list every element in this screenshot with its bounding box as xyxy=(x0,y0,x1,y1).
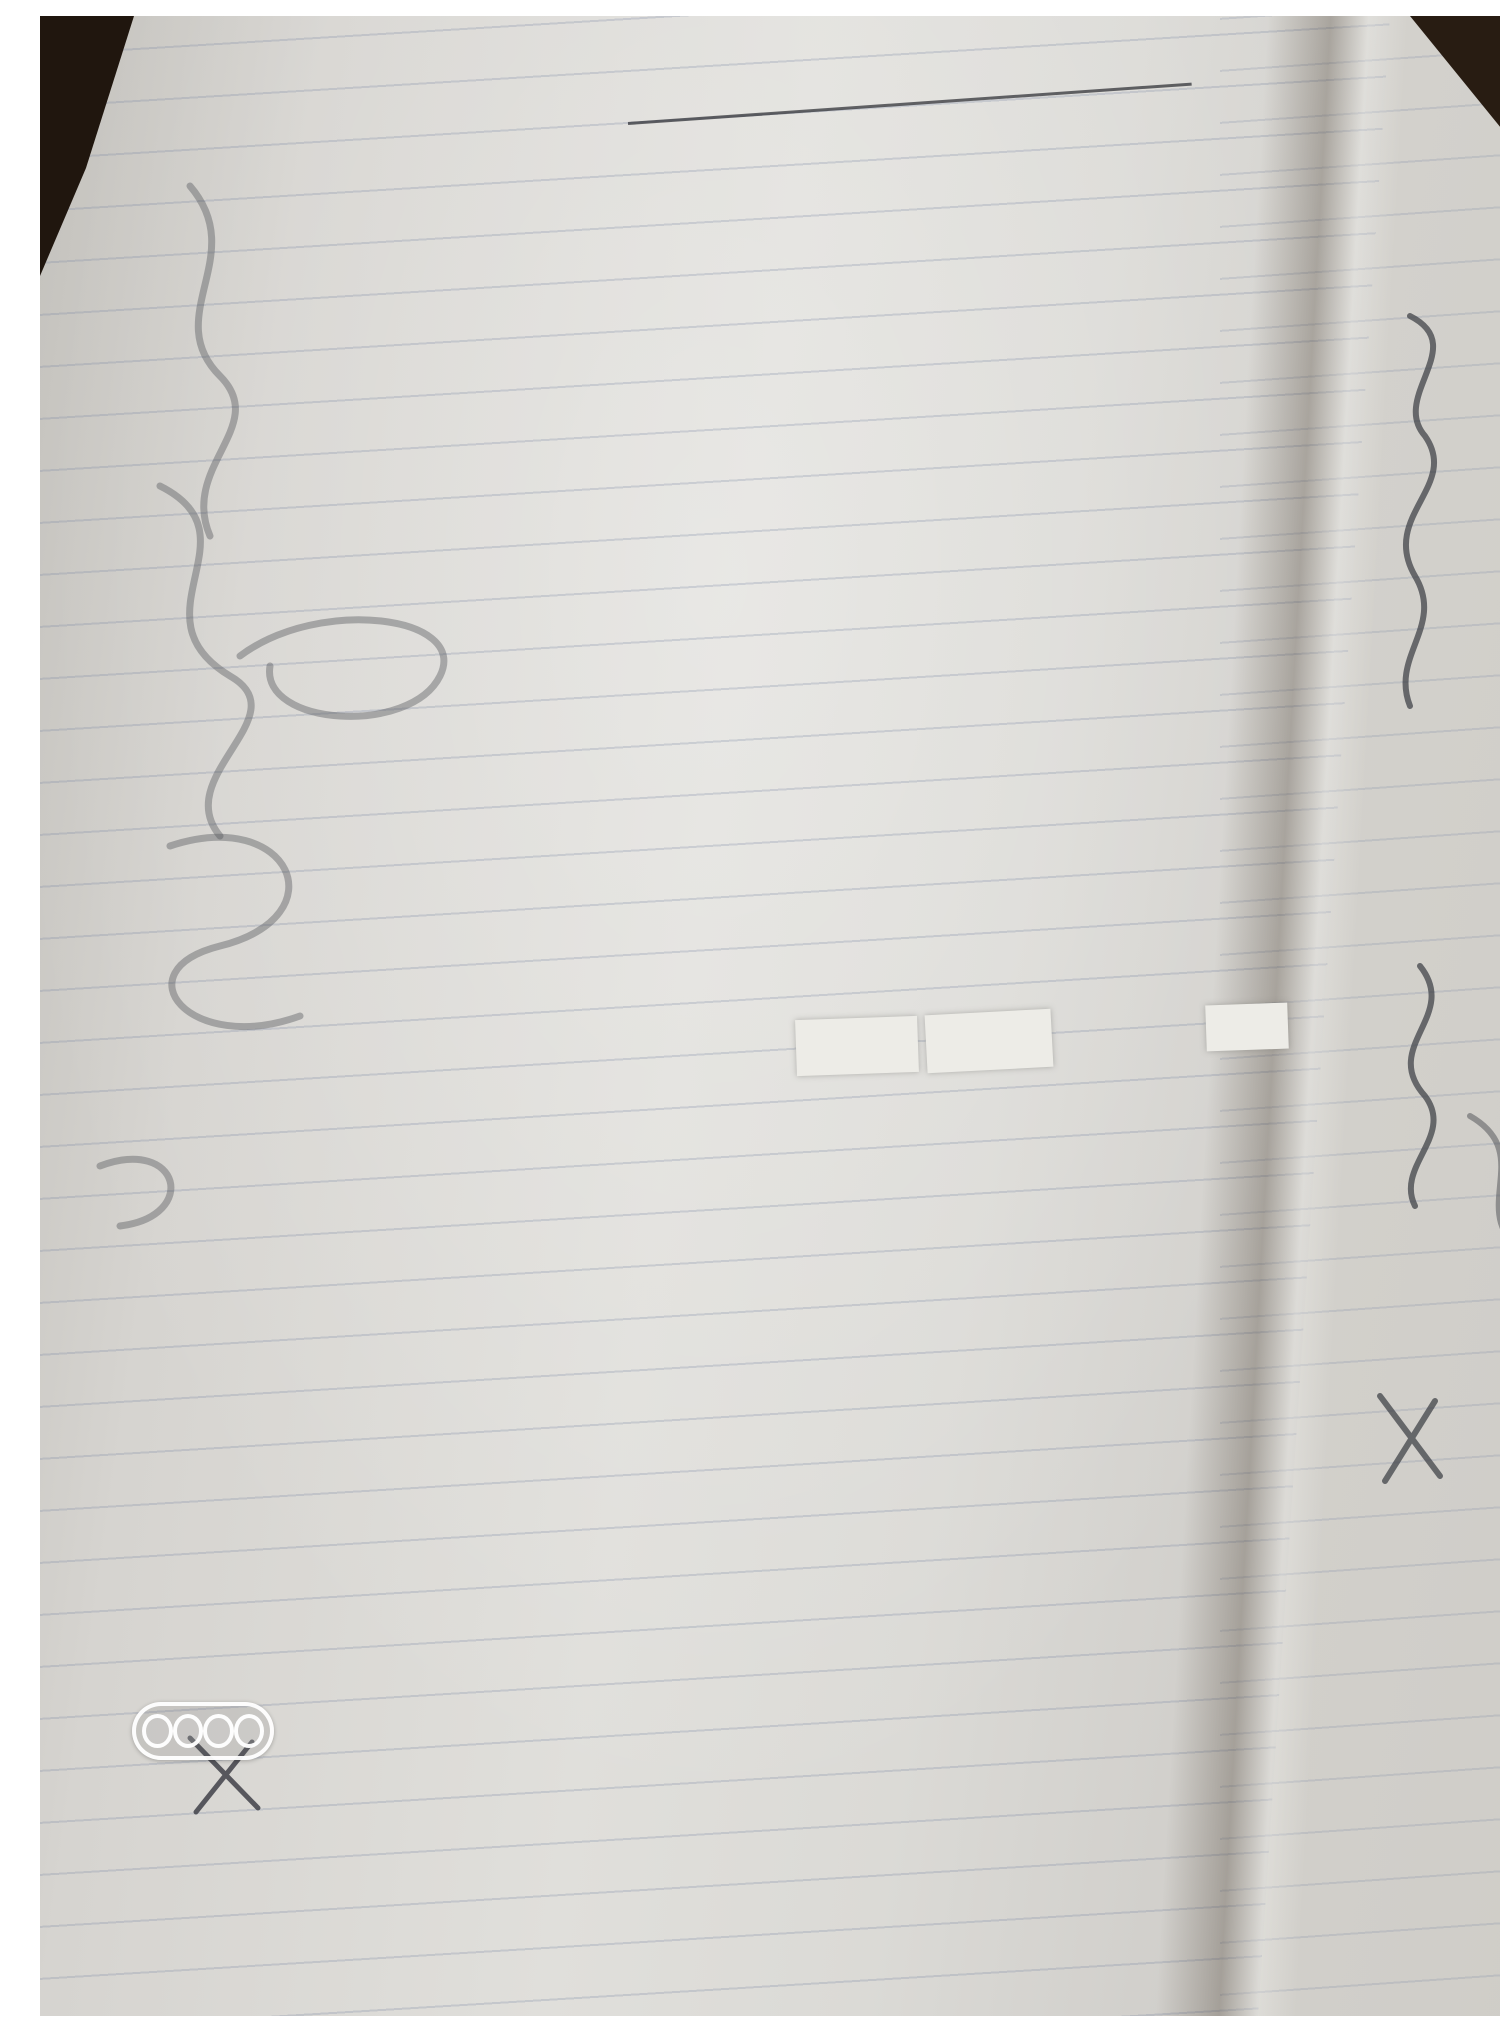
signature-scribble xyxy=(1467,1113,1500,1229)
camera-lens-icon xyxy=(142,1714,173,1748)
pencil-scribble xyxy=(186,182,239,540)
signature-scribble xyxy=(1402,313,1438,709)
camera-lens-icon xyxy=(233,1714,264,1748)
pencil-scribble xyxy=(96,1156,175,1230)
margin-scribbles xyxy=(96,182,1500,1815)
signature-scribble xyxy=(1377,1393,1443,1484)
quad-camera-icon xyxy=(132,1702,274,1760)
signature-scribble xyxy=(1407,963,1437,1209)
camera-lens-icon xyxy=(172,1714,203,1748)
pencil-scribble xyxy=(156,482,255,840)
notebook-photo xyxy=(40,16,1500,2016)
pencil-scribble xyxy=(166,833,304,1030)
name-cross-out xyxy=(187,1735,261,1815)
pencil-scribble xyxy=(236,616,448,720)
camera-lens-icon xyxy=(203,1714,234,1748)
